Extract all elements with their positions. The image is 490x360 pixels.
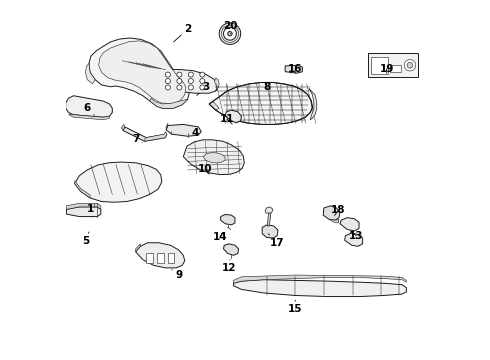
- Bar: [147, 253, 153, 263]
- Polygon shape: [220, 215, 235, 225]
- Polygon shape: [223, 244, 239, 255]
- Polygon shape: [74, 162, 162, 202]
- Circle shape: [219, 23, 241, 44]
- Text: 15: 15: [288, 300, 302, 314]
- Polygon shape: [234, 275, 406, 283]
- Polygon shape: [89, 38, 190, 108]
- Circle shape: [200, 78, 205, 84]
- Polygon shape: [136, 244, 140, 252]
- Text: 4: 4: [188, 129, 198, 138]
- Polygon shape: [209, 82, 313, 125]
- Circle shape: [177, 72, 182, 77]
- Circle shape: [166, 78, 171, 84]
- Text: 12: 12: [221, 260, 236, 273]
- Polygon shape: [225, 110, 242, 123]
- Ellipse shape: [204, 153, 225, 163]
- Polygon shape: [262, 225, 278, 238]
- Bar: [390, 64, 401, 72]
- Text: 1: 1: [86, 204, 94, 217]
- Polygon shape: [98, 41, 186, 104]
- Text: 17: 17: [269, 234, 285, 248]
- Polygon shape: [67, 203, 101, 210]
- Text: 3: 3: [197, 82, 209, 95]
- Polygon shape: [329, 220, 339, 223]
- Polygon shape: [309, 89, 317, 120]
- Circle shape: [228, 32, 232, 36]
- Polygon shape: [267, 212, 271, 226]
- Bar: [368, 53, 418, 77]
- Bar: [370, 57, 388, 74]
- Text: 2: 2: [173, 24, 191, 42]
- Bar: [157, 253, 164, 263]
- Polygon shape: [340, 218, 359, 231]
- Text: 10: 10: [198, 164, 213, 174]
- Text: 19: 19: [379, 64, 394, 74]
- Text: 7: 7: [132, 134, 142, 144]
- Text: 9: 9: [172, 270, 182, 280]
- Polygon shape: [183, 140, 245, 175]
- Polygon shape: [66, 96, 112, 117]
- Circle shape: [407, 62, 413, 68]
- Polygon shape: [150, 98, 188, 108]
- Polygon shape: [153, 69, 218, 93]
- Polygon shape: [122, 125, 125, 131]
- Polygon shape: [234, 280, 406, 297]
- Circle shape: [188, 72, 194, 77]
- Polygon shape: [285, 65, 302, 73]
- Circle shape: [166, 72, 171, 77]
- Bar: [168, 253, 174, 263]
- Circle shape: [177, 78, 182, 84]
- Polygon shape: [136, 243, 185, 268]
- Polygon shape: [85, 63, 95, 84]
- Text: 5: 5: [82, 232, 89, 246]
- Polygon shape: [166, 125, 201, 136]
- Text: 13: 13: [349, 231, 364, 240]
- Polygon shape: [166, 123, 168, 130]
- Circle shape: [188, 78, 194, 84]
- Text: 8: 8: [263, 82, 270, 95]
- Circle shape: [166, 85, 171, 90]
- Text: 20: 20: [223, 21, 238, 34]
- Text: 11: 11: [220, 114, 234, 124]
- Polygon shape: [123, 127, 167, 141]
- Circle shape: [200, 72, 205, 77]
- Circle shape: [188, 85, 194, 90]
- Polygon shape: [74, 181, 90, 198]
- Polygon shape: [323, 206, 340, 220]
- Polygon shape: [69, 115, 109, 120]
- Polygon shape: [265, 207, 273, 213]
- Text: 18: 18: [331, 206, 345, 216]
- Circle shape: [177, 85, 182, 90]
- Polygon shape: [344, 233, 363, 246]
- Circle shape: [404, 59, 416, 71]
- Circle shape: [223, 27, 236, 40]
- Text: 6: 6: [84, 103, 95, 116]
- Text: 16: 16: [288, 64, 302, 74]
- Text: 14: 14: [213, 232, 227, 242]
- Circle shape: [200, 85, 205, 90]
- Polygon shape: [215, 78, 219, 91]
- Polygon shape: [145, 132, 167, 141]
- Polygon shape: [209, 102, 219, 110]
- Polygon shape: [67, 207, 101, 217]
